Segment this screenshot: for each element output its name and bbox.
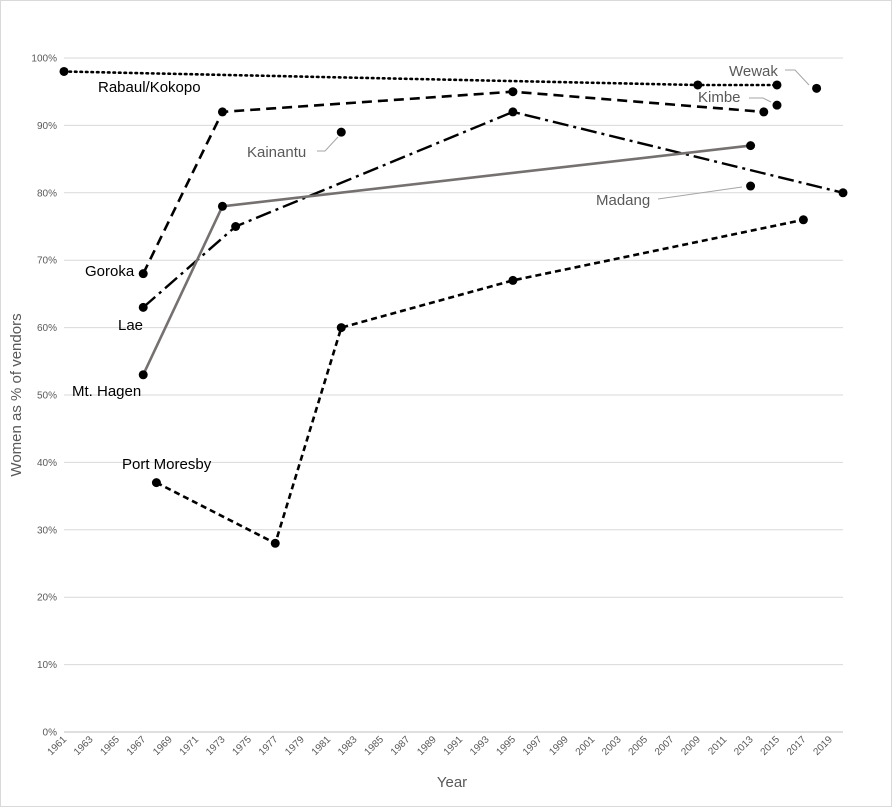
y-axis-title: Women as % of vendors: [8, 313, 25, 476]
x-tick-label: 1963: [72, 734, 96, 758]
x-tick-label: 1999: [547, 734, 571, 758]
series-label-goroka: Goroka: [85, 263, 135, 280]
x-tick-label: 2001: [574, 734, 598, 758]
data-point-mt-hagen: [746, 141, 756, 151]
leader-line-kainantu: [317, 136, 339, 152]
y-tick-label: 90%: [37, 121, 57, 132]
x-tick-label: 1975: [230, 734, 254, 758]
series-points: [59, 66, 848, 548]
data-point-port-moresby: [336, 323, 346, 333]
y-tick-label: 80%: [37, 188, 57, 199]
series-line-goroka: [142, 90, 764, 275]
data-point-lae: [138, 302, 148, 312]
y-tick-label: 0%: [43, 728, 58, 739]
x-tick-label: 1983: [336, 734, 360, 758]
leader-line-kimbe: [749, 97, 772, 103]
x-tick-label: 2011: [706, 734, 729, 757]
series-label-madang: Madang: [596, 192, 650, 209]
data-point-mt-hagen: [138, 370, 148, 380]
data-point-port-moresby: [508, 275, 518, 285]
x-tick-label: 1991: [442, 734, 466, 758]
x-tick-label: 1987: [389, 734, 413, 758]
x-tick-label: 2019: [811, 734, 835, 758]
y-tick-label: 20%: [37, 593, 57, 604]
series-line-lae: [142, 110, 844, 309]
series-label-kainantu: Kainantu: [247, 144, 306, 161]
data-point-port-moresby: [151, 478, 161, 488]
data-point-goroka: [138, 269, 148, 279]
x-tick-label: 2015: [759, 734, 783, 758]
x-axis-title: Year: [437, 774, 467, 791]
data-point-kainantu: [336, 127, 346, 137]
gridlines: [64, 57, 843, 666]
x-tick-label: 1973: [204, 734, 228, 758]
data-point-port-moresby: [798, 215, 808, 225]
y-tick-label: 40%: [37, 458, 57, 469]
x-tick-label: 1995: [495, 734, 519, 758]
series-label-wewak: Wewak: [729, 63, 778, 80]
x-tick-label: 1971: [178, 734, 202, 758]
data-point-kimbe: [772, 100, 782, 110]
y-tick-label: 30%: [37, 525, 57, 536]
data-point-lae: [508, 107, 518, 117]
x-tick-label: 1997: [521, 734, 545, 758]
y-tick-label: 60%: [37, 323, 57, 334]
x-tick-label: 1981: [310, 734, 334, 758]
x-tick-label: 1969: [151, 734, 175, 758]
x-tick-label: 1989: [415, 734, 439, 758]
data-point-rabaul-kokopo: [693, 80, 703, 90]
x-tick-label: 2007: [653, 734, 677, 758]
series-label-port-moresby: Port Moresby: [122, 456, 212, 473]
y-tick-label: 70%: [37, 256, 57, 267]
series-label-rabaul-kokopo: Rabaul/Kokopo: [98, 79, 201, 96]
data-point-lae: [231, 222, 241, 231]
y-tick-label: 10%: [37, 660, 57, 671]
y-tick-label: 50%: [37, 391, 57, 402]
series-labels: Rabaul/Kokopo Goroka Lae Mt. Hagen Port More…: [72, 63, 778, 473]
x-tick-label: 2009: [679, 734, 703, 758]
y-axis-ticks: 0% 10% 20% 30% 40% 50% 60% 70% 80% 90% 100%: [31, 54, 57, 739]
data-point-goroka: [217, 107, 227, 117]
data-point-rabaul-kokopo: [772, 80, 782, 90]
series-label-lae: Lae: [118, 317, 143, 334]
x-tick-label: 2013: [732, 734, 756, 758]
leader-line-madang: [657, 186, 743, 200]
series-line-port-moresby: [155, 218, 804, 546]
data-point-mt-hagen: [217, 201, 227, 211]
x-tick-label: 1993: [468, 734, 492, 758]
data-point-lae: [838, 188, 848, 198]
x-tick-label: 2005: [627, 734, 651, 758]
series-label-mt-hagen: Mt. Hagen: [72, 383, 141, 400]
x-tick-label: 1965: [98, 734, 122, 758]
leader-lines: [317, 69, 810, 200]
data-point-goroka: [759, 107, 769, 117]
data-point-wewak: [812, 83, 822, 93]
data-point-goroka: [508, 87, 518, 97]
y-tick-label: 100%: [31, 54, 57, 65]
data-point-port-moresby: [270, 538, 280, 548]
x-tick-label: 1977: [257, 734, 281, 758]
data-point-madang: [746, 181, 756, 191]
series-label-kimbe: Kimbe: [698, 89, 741, 106]
x-tick-label: 1985: [362, 734, 386, 758]
x-tick-label: 1979: [283, 734, 307, 758]
data-point-rabaul-kokopo: [59, 66, 69, 76]
leader-line-wewak: [785, 69, 810, 86]
x-tick-label: 2003: [600, 734, 624, 758]
x-axis-ticks: 1961 1963 1965 1967 1969 1971 1973 1975 1977 1979…: [46, 734, 836, 758]
x-tick-label: 2017: [785, 734, 809, 758]
x-tick-label: 1967: [125, 734, 149, 758]
